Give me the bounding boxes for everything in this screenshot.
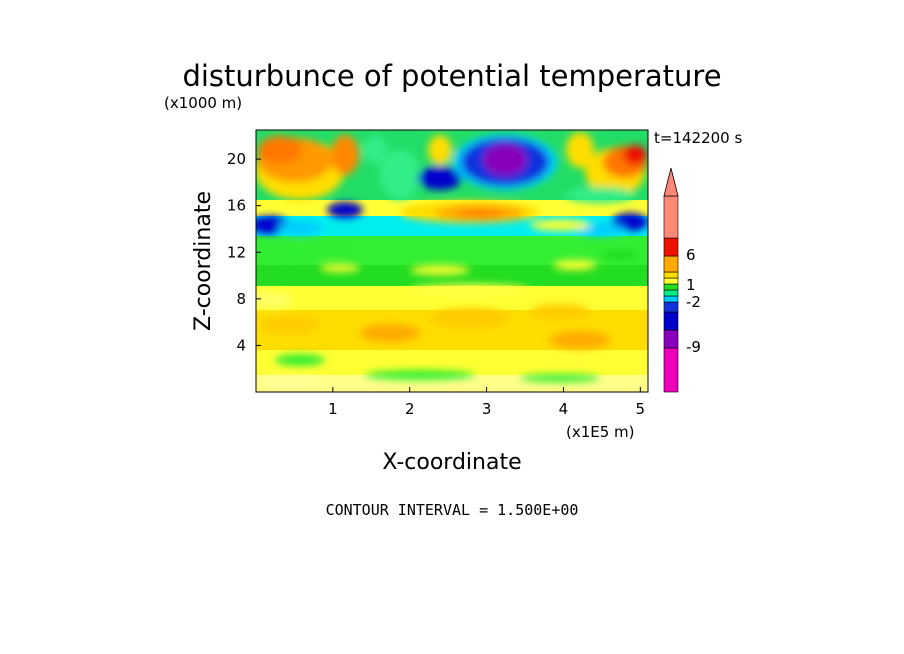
colorbar-label-3: -9 xyxy=(686,338,701,356)
colorbar-label-1: 1 xyxy=(686,276,696,294)
colorbar-segment-7 xyxy=(663,277,679,285)
y-unit-label: (x1000 m) xyxy=(164,94,242,112)
x-axis-label: X-coordinate xyxy=(382,450,521,475)
y-axis-ticks: 4 8 12 16 20 xyxy=(227,150,261,354)
colorbar-segment-0 xyxy=(663,347,679,393)
colorbar-segment-8 xyxy=(663,271,679,279)
colorbar-segment-9 xyxy=(663,255,679,273)
colorbar-arrow xyxy=(663,167,679,197)
colorbar-segment-1 xyxy=(663,329,679,349)
y-axis-label: Z-coordinate xyxy=(191,191,216,331)
colorbar-segment-11 xyxy=(663,195,679,239)
colorbar-segment-4 xyxy=(663,295,679,303)
colorbar-segment-6 xyxy=(663,283,679,291)
chart-title: disturbunce of potential temperature xyxy=(182,59,721,93)
x-tick-label-3: 4 xyxy=(559,400,569,418)
colorbar-label-0: 6 xyxy=(686,246,696,264)
y-tick-label-4: 20 xyxy=(227,150,246,168)
colorbar-label-2: -2 xyxy=(686,293,701,311)
x-tick-label-0: 1 xyxy=(328,400,338,418)
y-tick-label-2: 12 xyxy=(227,243,246,261)
y-tick-label-3: 16 xyxy=(227,197,246,215)
y-tick-label-0: 4 xyxy=(236,336,246,354)
colorbar-segment-2 xyxy=(663,311,679,331)
colorbar: 6 1-2 -9 xyxy=(663,167,701,393)
colorbar-segment-3 xyxy=(663,301,679,313)
heatmap-field xyxy=(256,130,648,392)
x-tick-label-4: 5 xyxy=(636,400,646,418)
plot-frame xyxy=(255,129,649,393)
y-tick-label-1: 8 xyxy=(236,290,246,308)
x-unit-label: (x1E5 m) xyxy=(566,423,635,441)
x-tick-label-1: 2 xyxy=(405,400,415,418)
contour-interval-label: CONTOUR INTERVAL = 1.500E+00 xyxy=(326,501,579,519)
colorbar-segment-10 xyxy=(663,237,679,257)
x-axis-ticks: 1 2 3 4 5 xyxy=(328,387,645,418)
time-label: t=142200 s xyxy=(654,129,742,147)
x-tick-label-2: 3 xyxy=(482,400,492,418)
colorbar-segment-5 xyxy=(663,289,679,297)
